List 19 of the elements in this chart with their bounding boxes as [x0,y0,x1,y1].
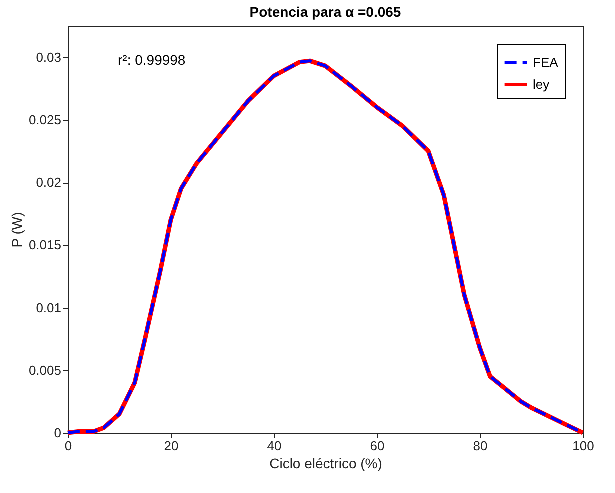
y-tick-label: 0 [54,426,62,440]
x-tick-label: 0 [64,438,72,454]
x-tick-label: 80 [473,438,488,454]
y-tick-label: 0.01 [36,300,62,316]
y-tick-label: 0.02 [36,175,62,190]
x-tick-label: 40 [267,438,282,454]
y-axis-title: P (W) [8,212,25,248]
chart-title: Potencia para α =0.065 [250,4,402,20]
legend-label: ley [533,77,550,92]
x-tick-label: 60 [370,438,385,454]
x-axis-title: Ciclo eléctrico (%) [270,456,382,472]
x-tick-label: 100 [572,438,594,454]
legend-label: FEA [533,55,559,70]
y-tick-label: 0.025 [28,112,62,128]
x-tick-label: 20 [164,438,179,454]
y-tick-label: 0.005 [28,362,62,378]
annotation: r²: 0.99998 [118,52,186,68]
y-tick-label: 0.03 [36,50,62,65]
y-tick-label: 0.015 [28,238,62,253]
